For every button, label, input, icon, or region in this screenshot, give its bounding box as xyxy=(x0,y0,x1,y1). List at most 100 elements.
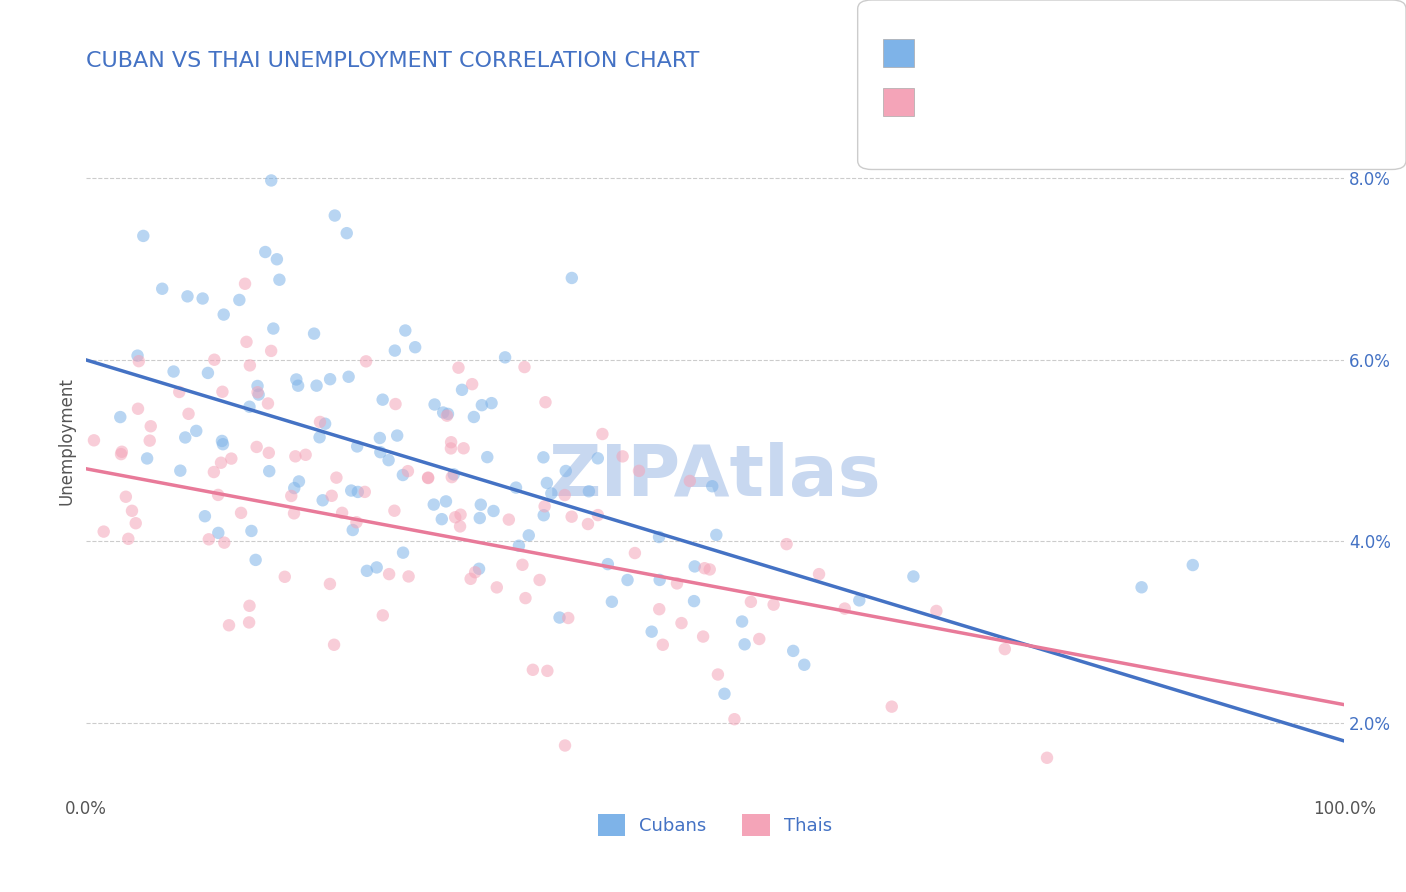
Point xyxy=(110,447,132,461)
Point xyxy=(485,581,508,595)
Text: Source: ZipAtlas.com: Source: ZipAtlas.com xyxy=(1230,27,1378,41)
Point xyxy=(138,434,160,448)
Point xyxy=(513,360,536,375)
Point xyxy=(477,450,499,464)
Point xyxy=(247,387,270,401)
Point xyxy=(283,507,305,521)
Point xyxy=(229,506,252,520)
Point xyxy=(515,591,537,606)
Point xyxy=(586,451,609,466)
Point xyxy=(651,638,673,652)
Point xyxy=(368,431,391,445)
Text: R = -0.350   N = 108: R = -0.350 N = 108 xyxy=(907,94,1107,112)
Point xyxy=(734,637,756,651)
Point xyxy=(423,498,446,512)
Point xyxy=(117,532,139,546)
Point xyxy=(366,560,388,574)
Point xyxy=(531,450,554,465)
Point xyxy=(460,572,482,586)
Point xyxy=(246,385,269,400)
Point xyxy=(432,405,454,419)
Point xyxy=(392,546,415,560)
Point xyxy=(176,289,198,303)
Point xyxy=(233,277,256,291)
Point xyxy=(440,442,463,456)
Point xyxy=(245,553,267,567)
Point xyxy=(330,506,353,520)
Point xyxy=(447,360,470,375)
Point xyxy=(430,512,453,526)
Point xyxy=(385,428,408,442)
Point xyxy=(238,599,260,613)
Point xyxy=(239,359,262,373)
Point xyxy=(169,464,191,478)
Point xyxy=(260,173,283,187)
Point xyxy=(468,511,491,525)
Point xyxy=(294,448,316,462)
Point xyxy=(498,513,520,527)
Point xyxy=(323,209,346,223)
Point xyxy=(336,226,359,240)
Point xyxy=(136,451,159,466)
Point xyxy=(370,445,392,459)
Point xyxy=(534,395,557,409)
Point xyxy=(214,535,236,549)
Point xyxy=(994,642,1017,657)
Point xyxy=(648,530,671,544)
Point xyxy=(284,450,307,464)
Point xyxy=(394,324,416,338)
Point xyxy=(378,567,401,582)
Point xyxy=(554,488,576,502)
Point xyxy=(218,618,240,632)
Point xyxy=(444,510,467,524)
Point xyxy=(586,508,609,522)
Point xyxy=(1130,580,1153,594)
Point xyxy=(699,562,721,576)
Point xyxy=(648,602,671,616)
Point xyxy=(346,516,368,530)
Point xyxy=(404,340,426,354)
Point xyxy=(150,282,173,296)
Point xyxy=(235,334,257,349)
Point xyxy=(132,228,155,243)
Point xyxy=(512,558,534,572)
Point xyxy=(347,484,370,499)
Point xyxy=(280,489,302,503)
Point xyxy=(302,326,325,341)
Point xyxy=(246,440,269,454)
Point xyxy=(648,573,671,587)
Point xyxy=(207,525,229,540)
Point xyxy=(212,437,235,451)
Point xyxy=(450,508,472,522)
Point xyxy=(198,533,221,547)
Point xyxy=(554,739,576,753)
Point xyxy=(463,409,485,424)
Point xyxy=(125,516,148,531)
Point xyxy=(723,712,745,726)
Point xyxy=(384,343,406,358)
Point xyxy=(269,273,291,287)
Point xyxy=(470,498,492,512)
Point xyxy=(128,354,150,368)
Point xyxy=(533,500,555,514)
Point xyxy=(323,638,346,652)
Point xyxy=(808,567,831,582)
Point xyxy=(212,308,235,322)
Point xyxy=(704,528,727,542)
Point xyxy=(266,252,288,267)
Point xyxy=(782,644,804,658)
Point xyxy=(702,479,724,493)
Point xyxy=(262,321,284,335)
Point xyxy=(693,561,716,575)
Point xyxy=(679,474,702,488)
Point xyxy=(356,564,378,578)
Point xyxy=(880,699,903,714)
Point xyxy=(121,504,143,518)
Point xyxy=(309,415,332,429)
Point xyxy=(793,657,815,672)
Point xyxy=(505,481,527,495)
Point xyxy=(529,573,551,587)
Point xyxy=(186,424,208,438)
Point xyxy=(740,595,762,609)
Point xyxy=(238,615,260,630)
